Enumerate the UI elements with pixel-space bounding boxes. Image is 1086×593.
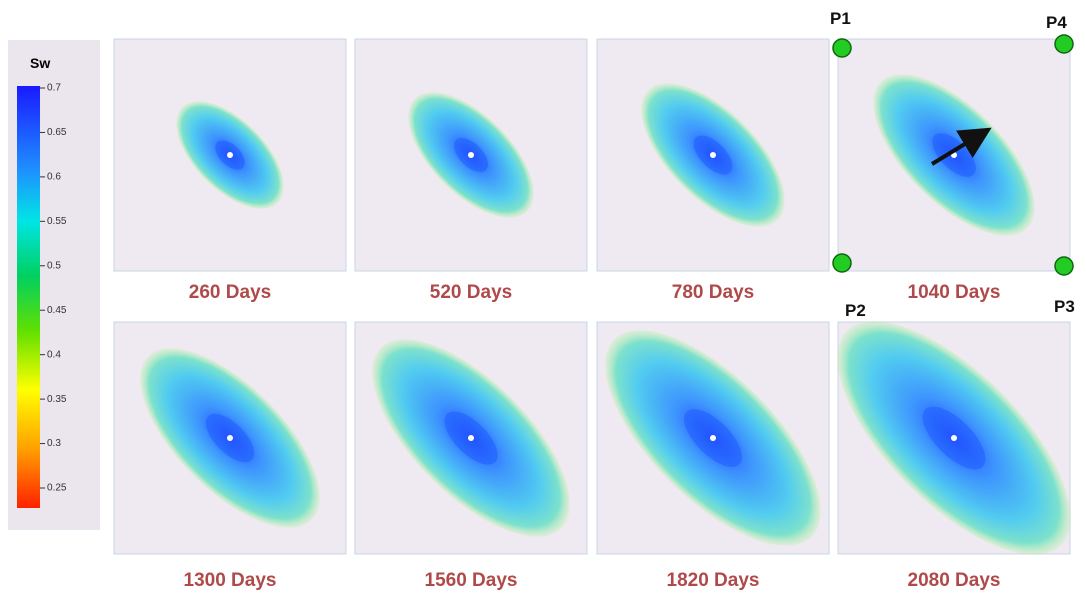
colorbar-title: Sw	[30, 55, 50, 71]
snapshot-label: 1040 Days	[908, 282, 1001, 303]
tick-label: 0.6	[47, 172, 61, 183]
tick-label: 0.65	[47, 127, 67, 138]
well	[1055, 35, 1073, 53]
tick-label: 0.7	[47, 83, 61, 94]
snapshot: 780 Days	[597, 39, 829, 303]
snapshot-label: 260 Days	[189, 282, 271, 303]
snapshot: 2080 Days	[801, 285, 1086, 592]
panels: 260 Days 520 Days 780 Days 1040 Days 1300 Da…	[111, 9, 1086, 591]
snapshot-label: 780 Days	[672, 282, 754, 303]
snapshot-label: 1300 Days	[184, 570, 277, 591]
snapshot: 520 Days	[355, 39, 587, 303]
tick-label: 0.4	[47, 349, 61, 360]
injector	[227, 435, 233, 441]
well-label: P3	[1054, 297, 1075, 316]
well	[833, 254, 851, 272]
well-label: P4	[1046, 13, 1067, 32]
tick-label: 0.35	[47, 394, 67, 405]
snapshot: 1560 Days	[341, 308, 602, 591]
injector	[710, 435, 716, 441]
well-label: P1	[830, 9, 851, 28]
injector	[710, 152, 716, 158]
tick-label: 0.45	[47, 305, 67, 316]
tick-label: 0.3	[47, 438, 61, 449]
snapshot-label: 2080 Days	[908, 570, 1001, 591]
snapshot-label: 1820 Days	[667, 570, 760, 591]
figure: Sw 0.7 0.65 0.6 0.55 0.5 0.45 0.4 0.35 0.3 0.25 2…	[0, 0, 1086, 593]
well	[833, 39, 851, 57]
snapshot-label: 1560 Days	[425, 570, 518, 591]
tick-label: 0.25	[47, 483, 67, 494]
tick-label: 0.5	[47, 260, 61, 271]
well-label: P2	[845, 301, 866, 320]
snapshot: 1300 Days	[111, 319, 348, 591]
snapshot: 1040 Days	[838, 39, 1070, 303]
injector	[468, 152, 474, 158]
snapshot-label: 520 Days	[430, 282, 512, 303]
injector	[951, 435, 957, 441]
snapshot: 1820 Days	[571, 296, 855, 591]
tick-label: 0.55	[47, 216, 67, 227]
injector	[227, 152, 233, 158]
well	[1055, 257, 1073, 275]
injector	[468, 435, 474, 441]
colorbar	[17, 86, 40, 508]
snapshot: 260 Days	[114, 39, 346, 303]
